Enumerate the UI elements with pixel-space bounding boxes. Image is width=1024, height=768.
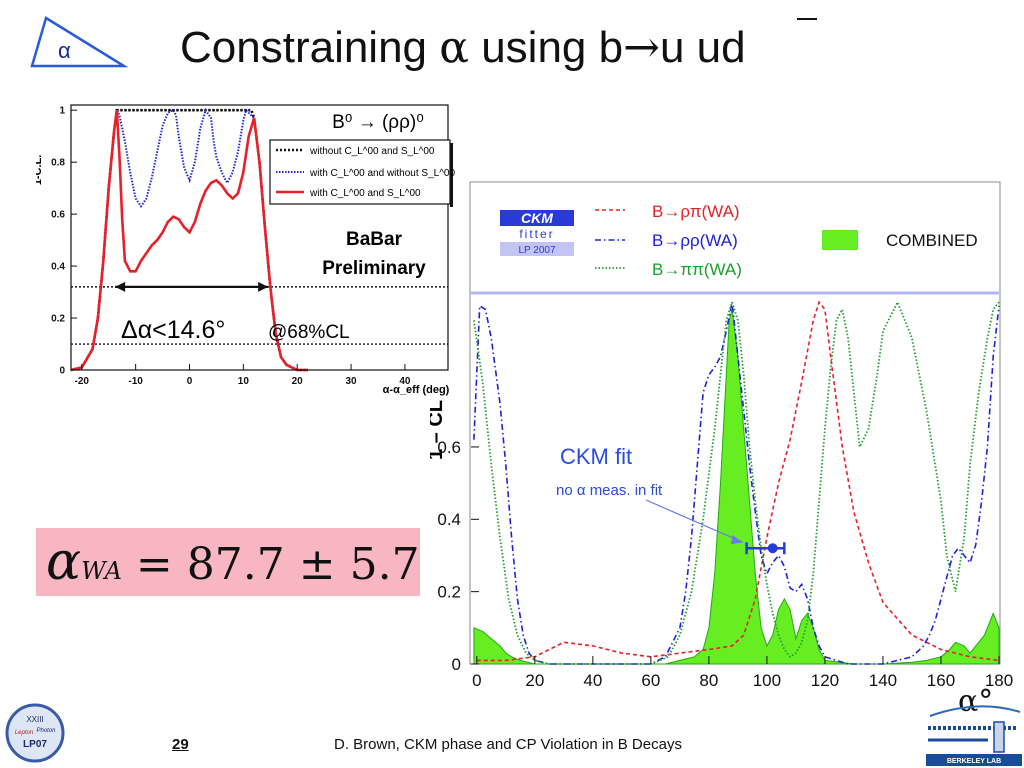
c2-series-group	[473, 299, 1000, 665]
page-number: 29	[172, 736, 189, 753]
chart2-xtick-label: 140	[869, 671, 897, 690]
lp07-logo-ring	[5, 703, 65, 763]
c1-ticks: -20 -10 0 10 20 30 40 0 0.2 0.4 0.6 0.8 1	[51, 106, 411, 387]
chart1-xtick-label: -10	[128, 376, 143, 387]
lbl-text: BERKELEY LAB	[947, 758, 1001, 765]
c1-series-group	[70, 106, 308, 372]
formula-alpha: α	[46, 532, 82, 592]
lp07-logo-text-2: Lepton	[15, 730, 34, 736]
chart2-xtick-label: 0	[472, 671, 481, 690]
triangle-alpha-label: α	[58, 38, 71, 63]
c2-fit-note: no α meas. in fit	[556, 482, 663, 499]
c2-badge-year: LP 2007	[518, 245, 556, 256]
c2-legend-combined: COMBINED	[886, 231, 978, 250]
chart-ckm-alpha: 0 20 40 60 80 100 120 140 160 180 0 0.2 0.4 0.6 1 – C…	[430, 181, 1013, 690]
chart2-xtick-label: 80	[699, 671, 718, 690]
chart1-ytick-label: 1	[59, 106, 65, 117]
chart1-ytick-label: 0.6	[51, 210, 65, 221]
overline-mark	[797, 18, 817, 20]
c1-xlabel: α-α_eff (deg)	[383, 384, 450, 396]
chart2-xtick-label: 100	[753, 671, 781, 690]
chart2-xtick-label: 160	[927, 671, 955, 690]
triangle-shape	[30, 16, 128, 68]
title-prefix: Constraining	[180, 23, 440, 72]
lbl-banner	[926, 754, 1022, 766]
slide-title: Constraining α using b→u ud	[180, 22, 746, 73]
c1-cl-label: @68%CL	[268, 322, 350, 343]
lp07-logo-text-3: Photon	[36, 728, 56, 734]
chart2-xtick-label: 40	[583, 671, 602, 690]
c2-badge-sub: fitter	[519, 227, 554, 241]
chart1-xtick-label: 10	[238, 376, 250, 387]
footer-text: D. Brown, CKM phase and CP Violation in …	[334, 736, 682, 753]
chart1-xtick-label: 20	[292, 376, 304, 387]
chart2-ytick-label: 0.6	[437, 438, 461, 457]
title-end: u ud	[659, 23, 746, 72]
c1-legend-label-2: with C_L^00 and without S_L^00	[309, 168, 455, 179]
title-arrow: →	[623, 22, 660, 73]
chart1-ytick-label: 0.8	[51, 158, 65, 169]
c2-badge-top	[500, 210, 574, 226]
chart1-ytick-label: 0.4	[51, 262, 65, 273]
c2-fit-marker	[767, 543, 778, 554]
alpha-degree-label: α°	[958, 684, 994, 719]
lbl-arc-1	[929, 705, 1021, 717]
chart2-xtick-label: 60	[641, 671, 660, 690]
title-alpha: α	[439, 22, 469, 73]
alpha-result-box: αWA = 87.7 ± 5.7	[36, 528, 420, 596]
c2-ticks: 0 20 40 60 80 100 120 140 160 180 0 0.2 0.4 0.6	[437, 438, 1013, 690]
chart-babar-rhorho: -20 -10 0 10 20 30 40 0 0.2 0.4 0.6 0.8 1 1-C.L. α-α…	[36, 104, 455, 396]
c1-arrow-head-right	[258, 281, 269, 292]
chart2-ytick-label: 0	[452, 655, 461, 674]
chart2-series-blue-dashdot	[473, 302, 1000, 665]
c2-ylabel: 1 – CL	[430, 400, 447, 460]
chart2-series-red-dashed	[476, 300, 1000, 662]
c1-frame	[70, 104, 449, 371]
chart1-xtick-label: 30	[345, 376, 357, 387]
lp07-logo: XXIII Lepton Photon LP07	[5, 703, 65, 763]
c1-legend-label-3: with C_L^00 and S_L^00	[309, 188, 421, 199]
c1-legend-label-1: without C_L^00 and S_L^00	[309, 146, 435, 157]
lp07-logo-text-1: XXIII	[26, 715, 43, 724]
c1-legend-shadow	[450, 143, 453, 207]
chart1-ytick-label: 0.2	[51, 314, 65, 325]
berkeley-lab-logo: BERKELEY LAB	[926, 705, 1022, 766]
c1-arrow-head-left	[115, 281, 126, 292]
c1-ylabel: 1-C.L.	[36, 155, 44, 186]
formula-subscript: WA	[81, 557, 122, 585]
c1-title: B⁰ → (ρρ)⁰	[332, 112, 424, 133]
c2-legend-rhopi: B→ρπ(WA)	[652, 202, 740, 221]
c2-fit-pointer	[645, 499, 743, 543]
chart1-series-red-solid	[70, 110, 308, 372]
chart1-xtick-label: 40	[399, 376, 411, 387]
lp07-logo-text-4: LP07	[23, 739, 47, 750]
triangle-icon: α	[30, 16, 128, 68]
chart2-xtick-label: 20	[525, 671, 544, 690]
c2-legend-rhorho: B→ρρ(WA)	[652, 231, 738, 250]
c2-fit-pointer-head	[730, 535, 743, 545]
c1-interval-arrow	[115, 281, 269, 292]
c2-legend-swatch-combined	[822, 230, 858, 250]
chart2-xtick-label: 180	[985, 671, 1013, 690]
c2-legend-band	[471, 183, 999, 293]
c2-badge-title: CKM	[521, 210, 553, 226]
c2-badge-bottom	[500, 242, 574, 256]
chart1-xtick-label: -20	[75, 376, 90, 387]
lbl-building	[993, 721, 1005, 753]
c1-experiment-line2: Preliminary	[322, 258, 426, 279]
chart1-ytick-label: 0	[59, 366, 65, 377]
c2-fit-label: CKM fit	[560, 444, 632, 469]
c2-legend-pipi: B→ππ(WA)	[652, 260, 742, 279]
c2-fit-point	[645, 499, 786, 555]
c1-experiment-line1: BaBar	[346, 229, 403, 250]
chart1-xtick-label: 0	[187, 376, 193, 387]
formula-value: = 87.7 ± 5.7	[121, 539, 420, 590]
title-suffix: using b	[468, 23, 624, 72]
chart2-xtick-label: 120	[811, 671, 839, 690]
c1-interval-label: Δα<14.6°	[121, 316, 225, 344]
chart1-series-blue-dotted	[70, 106, 308, 371]
chart2-ytick-label: 0.2	[437, 583, 461, 602]
chart2-ytick-label: 0.4	[437, 510, 461, 529]
